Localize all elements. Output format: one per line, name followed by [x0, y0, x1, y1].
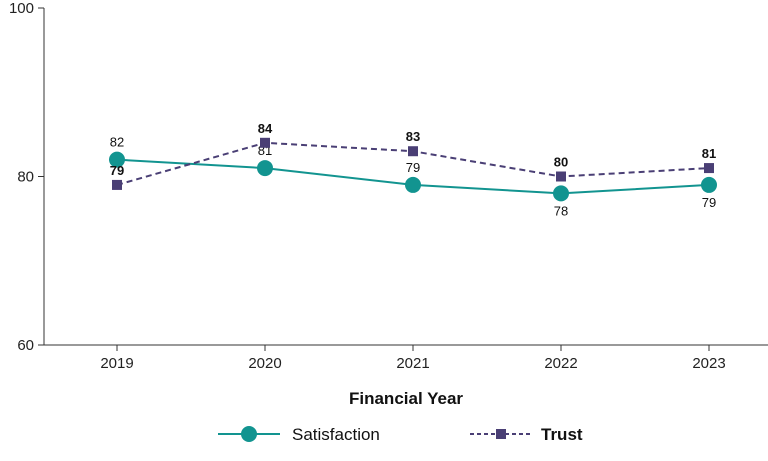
data-point-satisfaction [553, 185, 569, 202]
data-label-satisfaction: 82 [110, 135, 124, 150]
x-tick-label: 2023 [692, 355, 725, 372]
x-tick-label: 2022 [544, 355, 577, 372]
data-point-satisfaction [701, 176, 717, 193]
data-label-trust: 79 [110, 163, 124, 178]
data-point-trust [408, 146, 418, 157]
data-point-satisfaction [257, 160, 273, 177]
data-label-satisfaction: 78 [554, 203, 568, 218]
legend-trust-marker [496, 429, 506, 439]
x-tick-label: 2019 [100, 355, 133, 372]
data-label-trust: 84 [258, 121, 273, 136]
y-tick-label: 80 [17, 169, 34, 186]
x-axis-label: Financial Year [349, 389, 463, 408]
data-point-satisfaction [405, 176, 421, 193]
data-point-satisfaction [109, 151, 125, 168]
data-point-trust [112, 179, 122, 190]
x-tick-label: 2021 [396, 355, 429, 372]
x-tick-label: 2020 [248, 355, 281, 372]
legend-trust-label: Trust [541, 425, 583, 444]
y-tick-label: 100 [9, 0, 34, 17]
data-label-trust: 81 [702, 146, 716, 161]
data-point-trust [260, 137, 270, 148]
data-point-trust [556, 171, 566, 182]
legend-satisfaction-label: Satisfaction [292, 425, 380, 444]
data-label-satisfaction: 79 [702, 195, 716, 210]
y-tick-label: 60 [17, 337, 34, 354]
data-label-trust: 83 [406, 129, 420, 144]
data-label-satisfaction: 79 [406, 160, 420, 175]
data-label-trust: 80 [554, 155, 568, 170]
legend-satisfaction-marker [241, 426, 257, 442]
data-point-trust [704, 163, 714, 174]
